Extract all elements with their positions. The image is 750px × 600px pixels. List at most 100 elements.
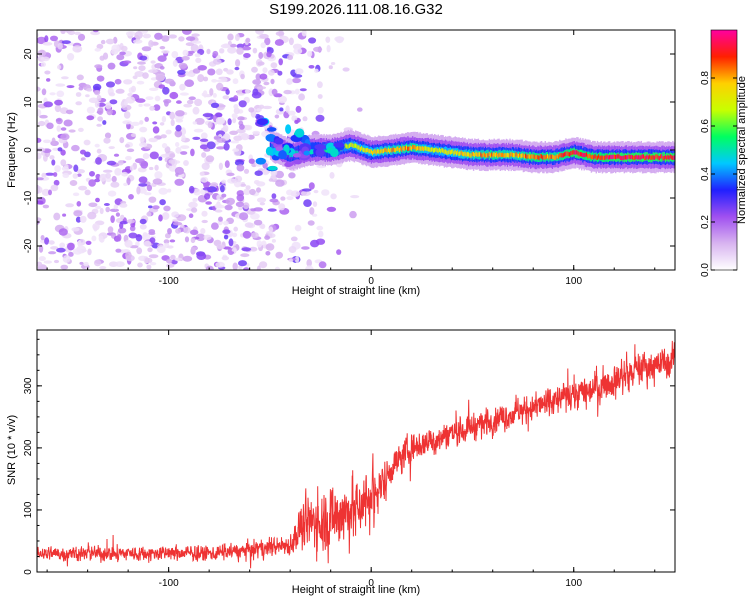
spectrogram-signal-cell [387,147,390,152]
spectrogram-noise-cell [97,116,103,122]
spectrogram-noise-cell [223,234,229,240]
spectrogram-noise-cell [154,95,161,102]
spectrogram-noise-cell [139,120,144,125]
spectrogram-noise-cell [226,69,234,75]
spectrogram-noise-cell [271,239,276,243]
spectrogram-noise-cell [212,58,222,65]
spectrogram-noise-cell [71,227,80,232]
spectrogram-signal-cell [523,154,526,159]
spectrogram-noise-cell [328,65,333,70]
spectrogram-noise-cell [216,146,226,150]
spectrogram-noise-cell [271,88,278,96]
spectrogram-noise-cell [280,196,286,201]
spectrogram-noise-cell [145,96,154,100]
colorbar-gradient [710,29,738,271]
spectrogram-noise-cell [294,224,302,232]
spectrogram-noise-cell [252,47,258,54]
spectrogram-noise-cell [23,167,32,175]
spectrogram-noise-cell [287,110,296,116]
spectrogram-signal-cell [355,143,357,148]
spectrogram-noise-cell [243,267,250,270]
spectrogram-signal-cell [285,124,292,134]
spectrogram-noise-cell [149,105,155,111]
spectrogram-noise-cell [25,163,33,170]
spectrogram-noise-cell [108,146,115,150]
spectrogram-noise-cell [59,242,66,249]
spectrogram-signal-cell [463,152,465,157]
spectrogram-noise-cell [220,185,225,193]
spectrogram-x-tick-label: 100 [565,276,582,287]
spectrogram-noise-cell [60,30,66,35]
spectrogram-noise-cell [230,140,240,144]
spectrogram-signal-cell [570,151,572,156]
spectrogram-noise-cell [224,160,230,169]
spectrogram-signal-cell [274,137,284,145]
spectrogram-noise-cell [253,219,263,226]
spectrogram-noise-cell [99,266,107,270]
spectrogram-noise-cell [204,193,211,200]
spectrogram-signal-cell [494,153,497,158]
spectrogram-noise-cell [76,201,82,207]
spectrogram-noise-cell [334,36,345,42]
spectrogram-noise-cell [243,168,250,174]
spectrogram-noise-cell [37,137,42,143]
spectrogram-signal-cell [624,155,627,160]
spectrogram-noise-cell [73,210,83,217]
spectrogram-signal-cell [610,154,612,160]
spectrogram-noise-cell [129,165,134,171]
spectrogram-noise-cell [256,197,267,203]
spectrogram-noise-cell [231,113,238,119]
spectrogram-signal-cell [294,128,305,138]
spectrogram-noise-cell [49,155,55,160]
spectrogram-signal-cell [272,144,274,149]
spectrogram-noise-cell [79,261,84,265]
spectrogram-noise-cell [193,128,204,133]
spectrogram-noise-cell [255,113,261,119]
spectrogram-signal-cell [380,148,382,153]
spectrogram-noise-cell [240,133,250,141]
spectrogram-noise-cell [75,101,82,106]
spectrogram-y-tick-label: 20 [23,48,34,60]
spectrogram-signal-cell [553,155,555,160]
spectrogram-noise-cell [62,255,71,263]
spectrogram-signal-cell [634,155,636,160]
spectrogram-signal-cell [568,152,571,157]
spectrogram-noise-cell [77,240,82,247]
spectrogram-signal-cell [454,149,456,155]
spectrogram-signal-cell [527,153,529,159]
spectrogram-noise-cell [192,121,197,125]
spectrogram-noise-cell [131,85,136,93]
spectrogram-noise-cell [138,142,148,148]
spectrogram-signal-cell [421,146,424,151]
spectrogram-signal-cell [600,155,602,160]
spectrogram-signal-cell [590,155,593,160]
spectrogram-signal-cell [440,149,442,154]
spectrogram-noise-cell [62,213,67,217]
spectrogram-signal-cell [453,151,455,156]
spectrogram-noise-cell [180,145,190,150]
spectrogram-signal-cell [412,144,414,149]
spectrogram-signal-cell [500,152,503,158]
spectrogram-noise-cell [41,172,47,178]
spectrogram-noise-cell [221,256,229,261]
spectrogram-signal-cell [289,153,291,158]
spectrogram-signal-cell [604,155,606,160]
spectrogram-signal-cell [579,152,582,157]
spectrogram-noise-cell [87,211,97,220]
spectrogram-noise-cell [194,53,201,58]
spectrogram-noise-cell [260,223,266,230]
spectrogram-signal-cell [437,148,439,154]
spectrogram-signal-cell [430,147,432,152]
spectrogram-noise-cell [49,92,56,96]
spectrogram-noise-cell [37,86,41,92]
spectrogram-noise-cell [181,134,186,142]
spectrogram-noise-cell [229,43,237,48]
spectrogram-noise-cell [139,126,148,133]
spectrogram-noise-cell [106,108,113,116]
spectrogram-signal-cell [551,154,554,159]
spectrogram-noise-cell [69,180,78,186]
spectrogram-noise-cell [142,232,148,237]
spectrogram-signal-cell [577,151,579,156]
spectrogram-signal-cell [487,153,489,158]
spectrogram-noise-cell [301,246,310,250]
